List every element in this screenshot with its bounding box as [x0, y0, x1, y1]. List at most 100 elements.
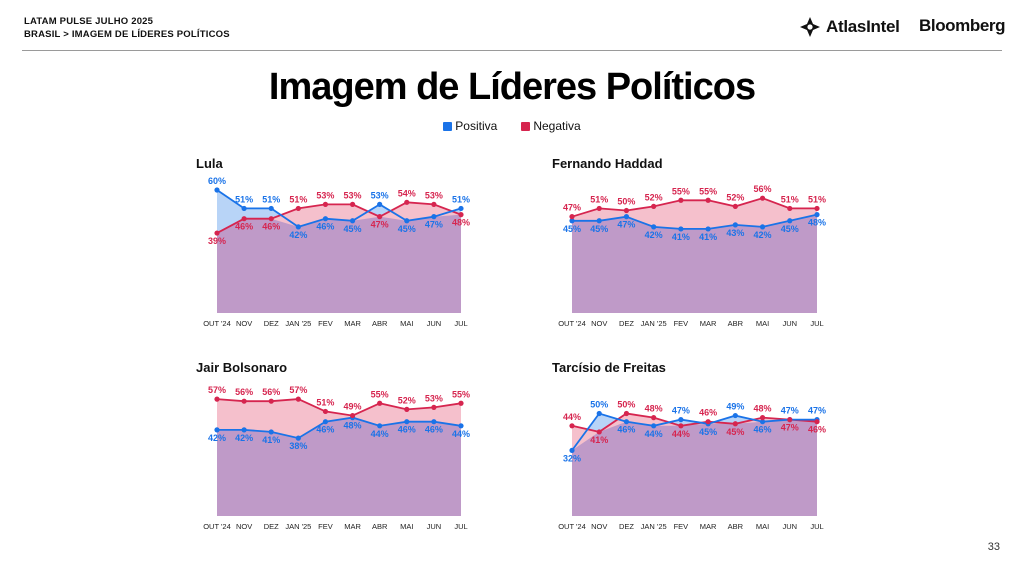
bloomberg-logo: Bloomberg — [919, 16, 1006, 35]
tarcisio-positive-point — [678, 417, 684, 423]
bolsonaro-positive-point — [404, 419, 410, 425]
haddad-positive-label: 48% — [808, 218, 826, 228]
haddad-negative-point — [569, 214, 575, 220]
bolsonaro-x-tick: NOV — [236, 522, 252, 531]
haddad-x-tick: JUN — [782, 319, 797, 328]
lula-negative-point — [404, 199, 410, 205]
bolsonaro-negative-point — [295, 396, 301, 402]
haddad-positive-label: 42% — [754, 230, 772, 240]
haddad-negative-line — [571, 197, 817, 218]
lula-negative-label: 46% — [262, 222, 280, 232]
haddad-negative-label: 51% — [808, 194, 826, 204]
bolsonaro-x-tick: MAI — [400, 522, 413, 531]
lula-x-tick: JUN — [427, 319, 442, 328]
tarcisio-negative-point — [759, 415, 766, 421]
bolsonaro-positive-label: 46% — [316, 425, 334, 435]
tarcisio-positive-label: 50% — [590, 400, 608, 410]
lula-positive-label: 60% — [208, 176, 226, 186]
haddad-positive-label: 42% — [645, 230, 663, 240]
bolsonaro-positive-point — [431, 419, 437, 425]
lula-positive-label: 45% — [398, 224, 416, 234]
tarcisio-negative-label: 44% — [672, 429, 690, 439]
tarcisio-negative-label: 46% — [808, 425, 826, 435]
tarcisio-overlap-area — [572, 419, 817, 516]
lula-negative-point — [268, 216, 274, 222]
lula-positive-label: 53% — [371, 190, 389, 200]
legend-negative-label: Negativa — [533, 119, 581, 133]
lula-positive-point — [322, 216, 329, 222]
lula-x-tick: ABR — [372, 319, 388, 328]
bolsonaro-negative-point — [349, 412, 356, 419]
tarcisio-negative-point — [705, 419, 711, 425]
atlas-logo-text: AtlasIntel — [826, 17, 900, 36]
bolsonaro-negative-label: 57% — [208, 385, 226, 395]
tarcisio-positive-point — [732, 412, 738, 419]
haddad-x-tick: MAR — [700, 319, 717, 328]
haddad-positive-label: 45% — [781, 224, 799, 234]
lula-negative-label: 47% — [371, 220, 389, 230]
haddad-overlap-area — [572, 214, 817, 313]
lula-positive-label: 51% — [262, 194, 280, 204]
bolsonaro-positive-point — [268, 429, 274, 435]
haddad-negative-point — [651, 203, 657, 209]
haddad-positive-label: 45% — [563, 224, 581, 234]
tarcisio-positive-label: 46% — [617, 425, 635, 435]
lula-positive-point — [241, 205, 247, 212]
haddad-positive-label: 47% — [617, 220, 635, 230]
tarcisio-positive-label: 47% — [808, 406, 826, 416]
bolsonaro-positive-point — [377, 423, 383, 429]
haddad-negative-label: 56% — [754, 184, 772, 194]
tarcisio-x-tick: ABR — [728, 522, 744, 531]
bolsonaro-x-tick: FEV — [318, 522, 333, 531]
bolsonaro-positive-label: 44% — [371, 429, 389, 439]
bolsonaro-negative-point — [431, 404, 437, 410]
lula-negative-point — [349, 201, 356, 207]
lula-negative-line — [216, 201, 462, 234]
lula-negative-label: 46% — [235, 222, 253, 232]
lula-positive-point — [295, 224, 301, 230]
tarcisio-negative-label: 41% — [590, 435, 608, 445]
lula-x-tick: MAR — [344, 319, 361, 328]
haddad-x-tick: OUT '24 — [558, 319, 586, 328]
tarcisio-negative-point — [732, 421, 738, 427]
lula-x-tick: JUL — [454, 319, 467, 328]
lula-x-tick: DEZ — [264, 319, 279, 328]
haddad-negative-label: 55% — [699, 186, 717, 196]
haddad-x-tick: DEZ — [619, 319, 634, 328]
haddad-x-tick: JAN '25 — [641, 319, 667, 328]
haddad-negative-label: 51% — [590, 194, 608, 204]
haddad-x-tick: ABR — [728, 319, 744, 328]
tarcisio-negative-point — [569, 423, 575, 429]
haddad-negative-point — [787, 205, 793, 212]
page-title: Imagem de Líderes Políticos — [268, 66, 756, 108]
bolsonaro-overlap-area — [217, 417, 461, 516]
tarcisio-positive-point — [623, 419, 630, 425]
bolsonaro-negative-point — [404, 406, 410, 412]
bolsonaro-positive-label: 44% — [452, 429, 470, 439]
bolsonaro-negative-point — [268, 398, 274, 404]
haddad-positive-point — [787, 218, 793, 224]
tarcisio-negative-point — [787, 417, 793, 423]
bolsonaro-x-tick: JAN '25 — [285, 522, 311, 531]
tarcisio-negative-label: 46% — [699, 408, 717, 418]
tarcisio-positive-label: 47% — [672, 406, 690, 416]
bolsonaro-negative-point — [241, 398, 247, 404]
lula-positive-point — [431, 214, 437, 220]
tarcisio-x-tick: MAR — [700, 522, 717, 531]
tarcisio-negative-point — [651, 415, 657, 421]
haddad-positive-point — [651, 224, 657, 230]
haddad-positive-point — [678, 226, 684, 232]
bolsonaro-x-tick: JUL — [454, 522, 467, 531]
lula-negative-point — [458, 212, 464, 218]
haddad-positive-label: 43% — [726, 228, 744, 238]
tarcisio-positive-label: 46% — [754, 425, 772, 435]
tarcisio-negative-point — [678, 423, 684, 429]
haddad-negative-point — [814, 205, 820, 212]
atlasintel-logo: AtlasIntel — [800, 14, 900, 40]
haddad-negative-label: 52% — [645, 192, 663, 202]
tarcisio-x-tick: JAN '25 — [641, 522, 667, 531]
lula-positive-point — [268, 205, 274, 212]
lula-negative-point — [214, 230, 220, 236]
bolsonaro-positive-label: 46% — [425, 425, 443, 435]
lula-x-tick: MAI — [400, 319, 413, 328]
